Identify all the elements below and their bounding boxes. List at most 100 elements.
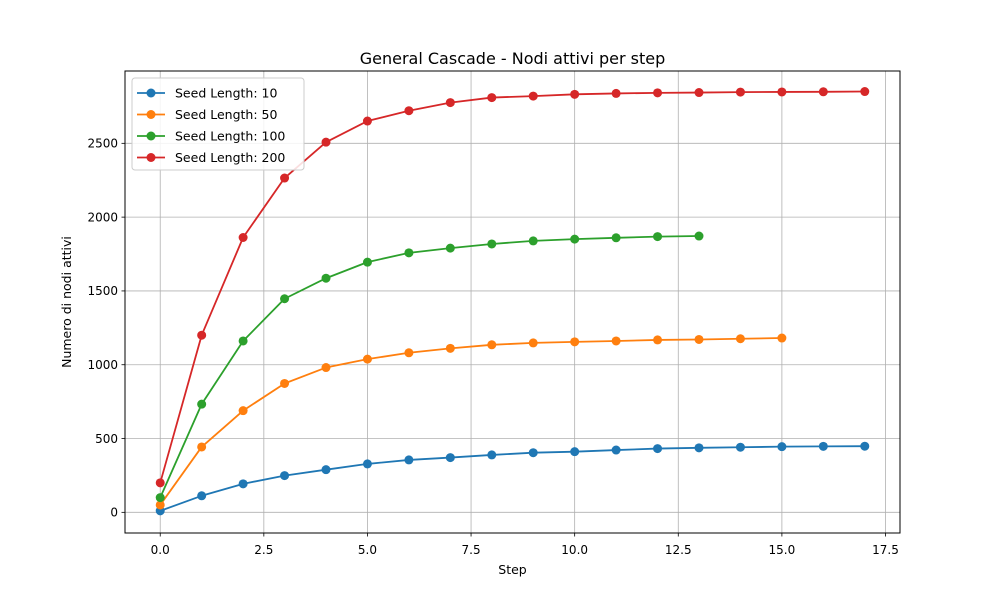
- data-point: [321, 363, 331, 373]
- data-point: [404, 248, 414, 258]
- y-axis-title: Numero di nodi attivi: [59, 236, 74, 368]
- data-point: [362, 116, 372, 126]
- x-tick-label: 17.5: [872, 543, 899, 557]
- data-point: [528, 338, 538, 348]
- y-tick-label: 1500: [87, 284, 118, 298]
- data-point: [777, 442, 787, 452]
- y-tick-label: 500: [95, 432, 118, 446]
- data-point: [445, 343, 455, 353]
- legend-item: Seed Length: 200: [137, 150, 285, 165]
- data-point: [362, 257, 372, 267]
- legend-item: Seed Length: 100: [137, 129, 285, 144]
- legend-item: Seed Length: 10: [137, 86, 277, 101]
- data-point: [321, 273, 331, 283]
- series-seed-length-50: [155, 333, 787, 510]
- legend-marker: [146, 88, 156, 98]
- data-point: [611, 233, 621, 243]
- series-line: [159, 445, 865, 512]
- data-point: [238, 406, 248, 416]
- y-tick-label: 2500: [87, 137, 118, 151]
- data-point: [445, 453, 455, 463]
- data-point: [404, 455, 414, 465]
- data-point: [860, 87, 870, 97]
- data-point: [528, 448, 538, 458]
- series-line: [159, 90, 865, 484]
- data-point: [238, 479, 248, 489]
- grid: [125, 71, 900, 533]
- y-tick-label: 1000: [87, 358, 118, 372]
- legend-box: [131, 77, 305, 171]
- x-tick-label: 10.0: [561, 543, 588, 557]
- data-point: [570, 89, 580, 99]
- y-tick-label: 0: [110, 506, 118, 520]
- data-point: [528, 236, 538, 246]
- data-point: [570, 234, 580, 244]
- data-point: [404, 106, 414, 116]
- data-point: [570, 447, 580, 457]
- x-axis-title: Step: [498, 562, 527, 577]
- data-point: [694, 231, 704, 241]
- series-line: [159, 235, 700, 498]
- data-point: [445, 98, 455, 108]
- data-point: [694, 334, 704, 344]
- data-point: [197, 491, 207, 501]
- legend-label: Seed Length: 100: [175, 129, 285, 144]
- data-point: [653, 88, 663, 98]
- data-point: [155, 500, 165, 510]
- data-point: [653, 444, 663, 454]
- data-point: [653, 335, 663, 345]
- data-point: [570, 337, 580, 347]
- data-point: [487, 450, 497, 460]
- data-point: [611, 88, 621, 98]
- data-point: [735, 442, 745, 452]
- data-point: [777, 87, 787, 97]
- series-line: [159, 337, 782, 506]
- x-tick-label: 2.5: [254, 543, 273, 557]
- x-tick-label: 7.5: [462, 543, 481, 557]
- data-point: [321, 465, 331, 475]
- x-tick-label: 0.0: [151, 543, 170, 557]
- data-point: [197, 399, 207, 409]
- data-point: [404, 348, 414, 358]
- data-point: [487, 340, 497, 350]
- data-point: [694, 443, 704, 453]
- data-point: [694, 88, 704, 98]
- legend-marker: [146, 131, 156, 141]
- data-point: [860, 441, 870, 451]
- plot-frame: [124, 70, 901, 534]
- x-tick-label: 5.0: [358, 543, 377, 557]
- data-point: [445, 243, 455, 253]
- data-point: [487, 239, 497, 249]
- data-point: [611, 445, 621, 455]
- data-point: [280, 378, 290, 388]
- data-point: [280, 173, 290, 183]
- data-point: [735, 334, 745, 344]
- legend-label: Seed Length: 50: [175, 107, 277, 122]
- legend-label: Seed Length: 10: [175, 86, 277, 101]
- data-point: [362, 459, 372, 469]
- data-point: [280, 471, 290, 481]
- data-point: [777, 333, 787, 343]
- legend: Seed Length: 10 Seed Length: 50 Seed Lengt…: [131, 77, 305, 171]
- data-point: [611, 336, 621, 346]
- x-tick-label: 15.0: [769, 543, 796, 557]
- series-seed-length-200: [155, 87, 870, 488]
- data-point: [197, 330, 207, 340]
- series-seed-length-100: [155, 231, 704, 503]
- legend-label: Seed Length: 200: [175, 150, 285, 165]
- axis-ticks: 0.0 2.5 5.0 7.5 10.0 12.5 15.0 17.5 0 500 1000 1500…: [87, 137, 898, 557]
- series-seed-length-10: [155, 441, 870, 516]
- data-point: [818, 441, 828, 451]
- data-point: [818, 87, 828, 97]
- series-layer: [155, 87, 870, 516]
- data-point: [528, 91, 538, 101]
- legend-marker: [146, 153, 156, 162]
- y-tick-label: 2000: [87, 210, 118, 224]
- data-point: [362, 354, 372, 364]
- chart-title: General Cascade - Nodi attivi per step: [360, 49, 666, 68]
- data-point: [321, 137, 331, 147]
- legend-item: Seed Length: 50: [137, 107, 277, 122]
- data-point: [197, 442, 207, 452]
- data-point: [155, 478, 165, 488]
